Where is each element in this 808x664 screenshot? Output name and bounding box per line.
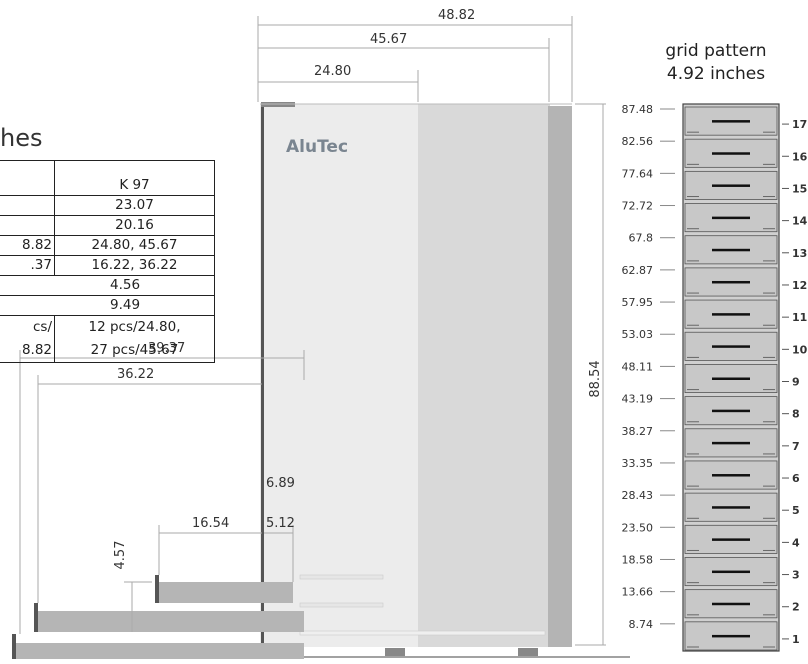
grid-slot-number: 13 — [792, 247, 807, 260]
shelves — [12, 574, 546, 662]
grid-height-label: 77.64 — [622, 167, 654, 180]
table-row: 23.07 — [0, 195, 215, 216]
table-cell: 9.49 — [0, 295, 215, 316]
table-cell: 12 pcs/24.80, — [54, 315, 215, 339]
grid-height-label: 87.48 — [622, 103, 654, 116]
grid-title-line1: grid pattern — [665, 41, 767, 61]
table-row: 8.82 24.80, 45.67 — [0, 235, 215, 256]
dim-height: 88.54 — [588, 360, 603, 397]
grid-slot-handle — [712, 280, 750, 284]
grid-slot-number: 5 — [792, 504, 800, 517]
grid-slot-number: 8 — [792, 408, 800, 421]
grid-height-label: 23.50 — [622, 521, 654, 534]
grid-height-label: 53.03 — [622, 328, 654, 341]
table-cell: cs/ — [0, 315, 55, 339]
table-cell — [0, 215, 55, 236]
dim-lip-height: 4.57 — [113, 541, 128, 570]
grid-slot-number: 15 — [792, 182, 807, 195]
grid-pattern-column: 87.481782.561677.641572.721467.81362.871… — [622, 103, 808, 652]
grid-slot-handle — [712, 602, 750, 606]
dim-side-height-2: 5.12 — [266, 516, 295, 531]
dim-shelf-width-3: 16.54 — [192, 516, 229, 531]
table-cell: .37 — [0, 255, 55, 276]
grid-slot-number: 10 — [792, 343, 808, 356]
grid-slot-number: 17 — [792, 118, 807, 131]
grid-slot-number: 1 — [792, 633, 800, 646]
grid-slot-number: 2 — [792, 601, 800, 614]
grid-height-label: 18.58 — [622, 553, 654, 566]
grid-slot-handle — [712, 120, 750, 123]
grid-slot-handle — [712, 538, 750, 541]
grid-slot-handle — [712, 184, 750, 187]
dim-width-outer: 48.82 — [438, 8, 475, 23]
table-cell: 27 pcs/45.67 — [54, 339, 215, 363]
table-cell: 20.16 — [54, 215, 215, 236]
cabinet-body — [230, 102, 630, 658]
table-row: 4.56 — [0, 275, 215, 296]
grid-slot-handle — [712, 634, 750, 638]
grid-slot-handle — [712, 474, 750, 477]
table-row: .37 16.22, 36.22 — [0, 255, 215, 276]
grid-slot-number: 6 — [792, 472, 800, 485]
grid-slot-number: 3 — [792, 569, 800, 582]
grid-slot-handle — [712, 248, 750, 252]
grid-height-label: 57.95 — [622, 296, 654, 309]
table-row: cs/12 pcs/24.80, — [0, 315, 215, 339]
grid-slot-number: 14 — [792, 215, 808, 228]
dim-width-inner: 24.80 — [314, 64, 351, 79]
table-cell: 24.80, 45.67 — [54, 235, 215, 256]
grid-height-label: 43.19 — [622, 393, 654, 406]
grid-slot-number: 11 — [792, 311, 807, 324]
table-header: K 97 — [54, 160, 215, 196]
table-cell: 16.22, 36.22 — [54, 255, 215, 276]
grid-height-label: 38.27 — [622, 425, 654, 438]
grid-slot-number: 9 — [792, 376, 800, 389]
grid-height-label: 28.43 — [622, 489, 654, 502]
dim-width-mid: 45.67 — [370, 32, 407, 47]
grid-slot-handle — [712, 345, 750, 348]
table-cell — [0, 195, 55, 216]
table-row: 8.82 27 pcs/45.67 — [0, 339, 215, 363]
table-row: 9.49 — [0, 295, 215, 316]
table-row: 20.16 — [0, 215, 215, 236]
grid-slot-number: 4 — [792, 536, 800, 549]
dim-side-height-1: 6.89 — [266, 476, 295, 491]
grid-height-label: 72.72 — [622, 200, 654, 213]
grid-height-label: 33.35 — [622, 457, 654, 470]
grid-height-label: 62.87 — [622, 264, 654, 277]
brand-label: AluTec — [286, 137, 348, 157]
grid-height-label: 13.66 — [622, 586, 654, 599]
table-cell: 8.82 — [0, 339, 55, 363]
grid-slot-handle — [712, 377, 750, 380]
table-row: K 97 — [0, 160, 215, 196]
table-cell: 4.56 — [0, 275, 215, 296]
grid-slot — [684, 267, 778, 297]
grid-slot-number: 12 — [792, 279, 807, 292]
grid-slot-handle — [712, 441, 750, 445]
table-cell: 23.07 — [54, 195, 215, 216]
grid-slot-handle — [712, 506, 750, 509]
top-dimensions — [257, 16, 573, 102]
table-cell — [0, 160, 55, 196]
spec-table: K 97 23.07 20.16 8.82 24.80, 45.67 .37 16.… — [0, 160, 215, 363]
grid-slot-handle — [712, 216, 750, 220]
grid-height-label: 48.11 — [622, 360, 654, 373]
table-cell: 8.82 — [0, 235, 55, 256]
grid-slot-handle — [712, 570, 750, 574]
dim-shelf-width-2: 36.22 — [117, 367, 154, 382]
grid-height-label: 82.56 — [622, 135, 654, 148]
grid-title-line2: 4.92 inches — [666, 64, 766, 84]
heading-fragment: hes — [0, 124, 43, 152]
grid-pattern-title: grid pattern 4.92 inches — [648, 40, 784, 86]
grid-slot-handle — [712, 152, 750, 155]
grid-slot-handle — [712, 313, 750, 316]
grid-height-label: 67.8 — [629, 232, 654, 245]
height-dimension — [575, 103, 606, 646]
grid-height-label: 8.74 — [629, 618, 654, 631]
grid-slot-number: 16 — [792, 150, 808, 163]
grid-slot-handle — [712, 409, 750, 413]
grid-slot-number: 7 — [792, 440, 800, 453]
